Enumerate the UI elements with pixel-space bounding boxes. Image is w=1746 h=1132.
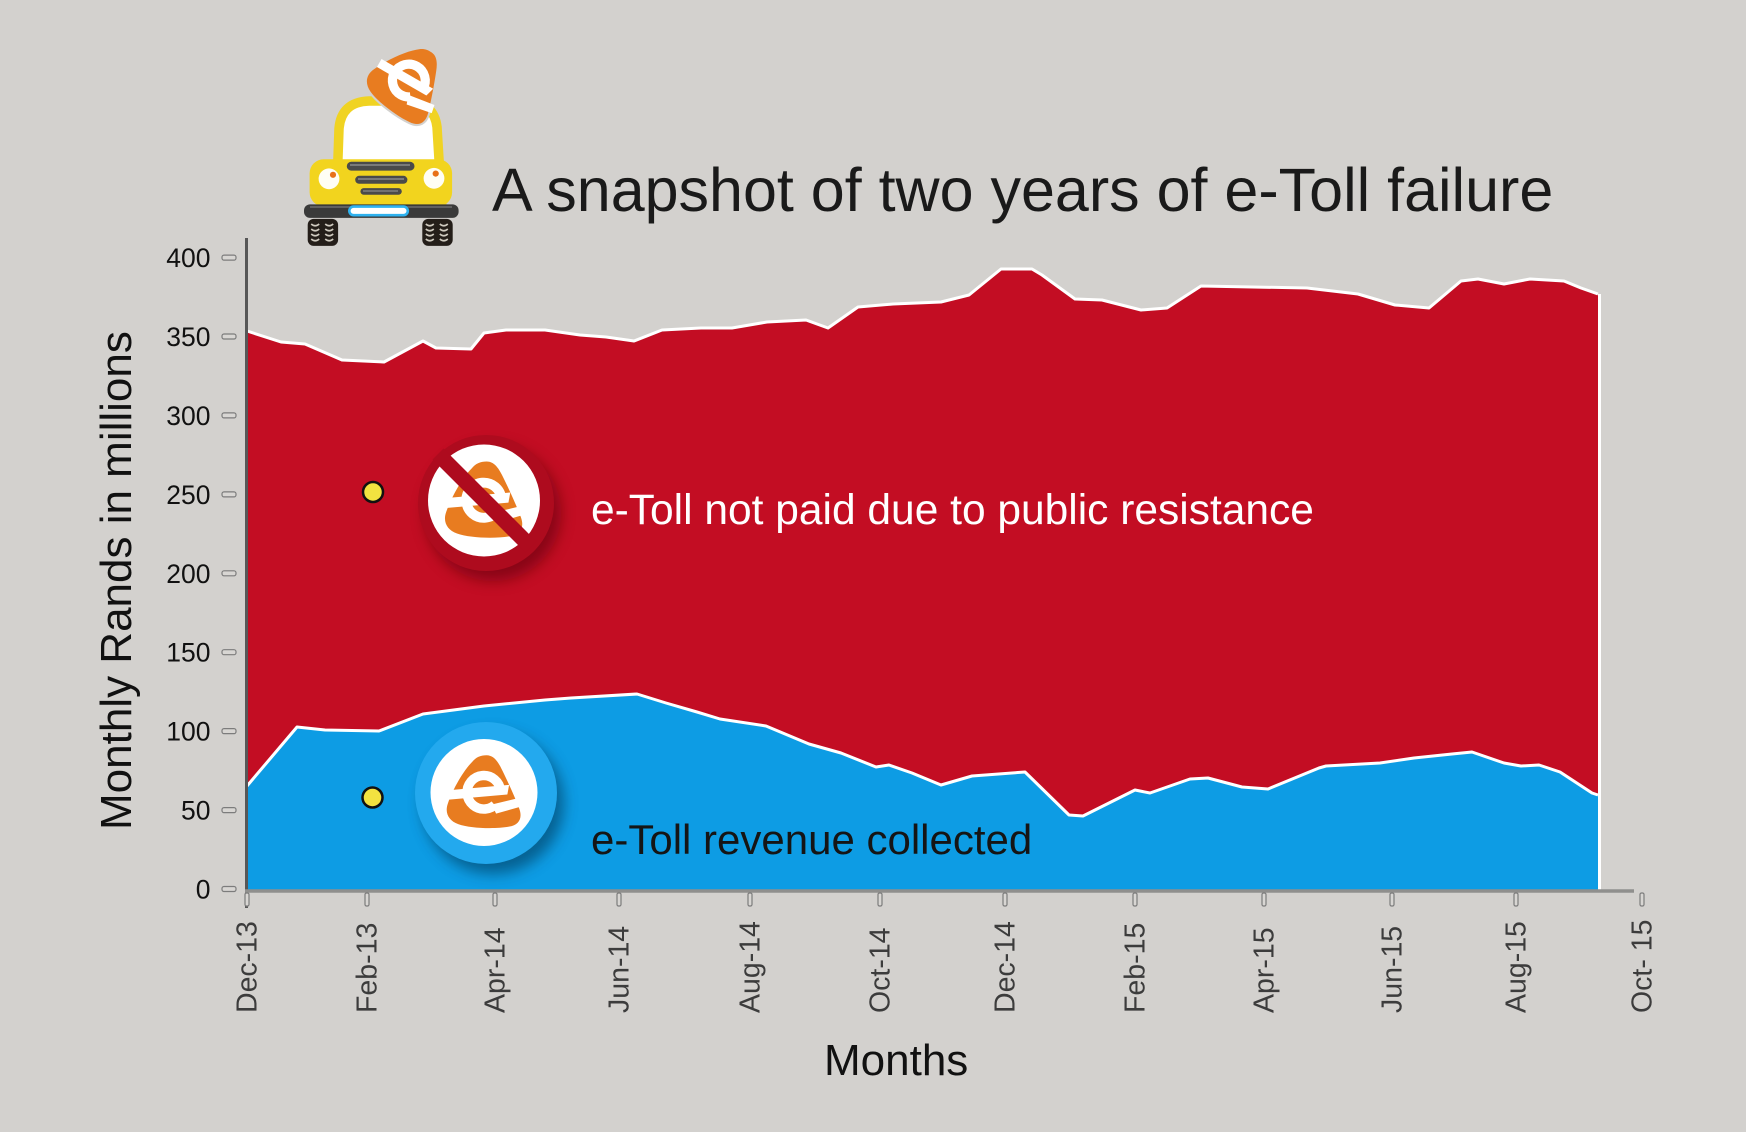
svg-text:250: 250 (166, 480, 210, 510)
svg-text:Jun-15: Jun-15 (1377, 926, 1409, 1013)
svg-text:e-Toll revenue collected: e-Toll revenue collected (591, 816, 1032, 863)
svg-text:Aug-15: Aug-15 (1501, 921, 1533, 1013)
svg-text:Dec-14: Dec-14 (990, 921, 1022, 1013)
svg-text:0: 0 (196, 875, 211, 905)
svg-text:200: 200 (166, 559, 210, 589)
svg-text:Jun-14: Jun-14 (604, 926, 636, 1013)
svg-text:350: 350 (166, 322, 210, 352)
svg-text:100: 100 (166, 717, 210, 747)
svg-text:50: 50 (181, 796, 210, 826)
svg-text:Feb-15: Feb-15 (1120, 923, 1152, 1013)
svg-text:Months: Months (824, 1036, 968, 1085)
svg-text:Oct- 15: Oct- 15 (1627, 920, 1659, 1013)
svg-text:300: 300 (166, 401, 210, 431)
svg-text:Monthly Rands in millions: Monthly Rands in millions (92, 331, 141, 830)
svg-text:Aug-14: Aug-14 (735, 921, 767, 1013)
svg-text:A snapshot of two years of e-T: A snapshot of two years of e-Toll failur… (492, 156, 1553, 224)
svg-text:Feb-13: Feb-13 (352, 923, 384, 1013)
svg-text:Oct-14: Oct-14 (865, 927, 897, 1013)
svg-text:Apr-15: Apr-15 (1249, 927, 1281, 1013)
svg-text:400: 400 (166, 243, 210, 273)
svg-text:Dec-13: Dec-13 (232, 921, 264, 1013)
svg-text:150: 150 (166, 638, 210, 668)
svg-text:Apr-14: Apr-14 (480, 927, 512, 1013)
svg-text:e-Toll not paid due to public: e-Toll not paid due to public resistance (591, 487, 1314, 534)
